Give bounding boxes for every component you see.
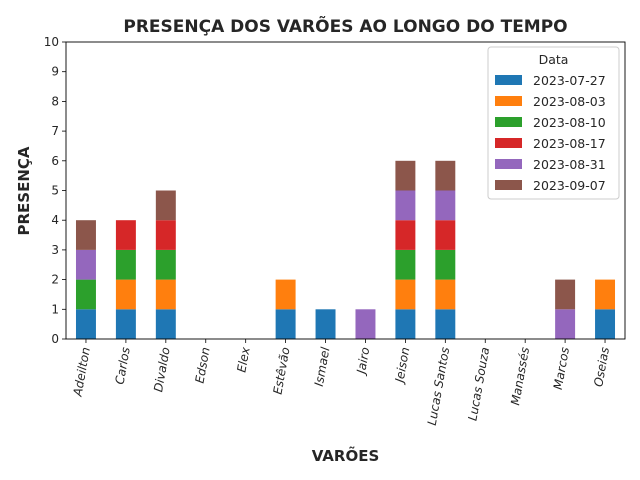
x-axis-label: VARÕES (312, 446, 380, 465)
bar-segment (435, 160, 456, 191)
bar-segment (75, 249, 96, 280)
y-axis: 0 1 2 3 4 5 6 7 8 9 10 (44, 35, 66, 346)
bar-segment (155, 279, 176, 310)
legend-title: Data (539, 52, 569, 67)
bar-segment (435, 220, 456, 250)
bar-segment (115, 309, 136, 339)
legend-entry-label: 2023-08-31 (533, 157, 606, 172)
legend-entry-label: 2023-09-07 (533, 178, 606, 193)
bar-segment (115, 249, 136, 280)
legend-swatch (495, 159, 522, 169)
x-tick-label: Manassés (508, 346, 532, 406)
y-tick-label: 10 (44, 35, 59, 49)
legend-entry-label: 2023-08-17 (533, 136, 606, 151)
y-tick-label: 4 (51, 213, 59, 227)
legend-swatch (495, 75, 522, 85)
x-tick-label: Jeison (392, 346, 412, 385)
bar-segment (395, 309, 416, 339)
legend-swatch (495, 117, 522, 127)
x-tick-label: Divaldo (151, 346, 173, 393)
bar-segment (435, 190, 456, 221)
bar-segment (275, 309, 296, 339)
bar-segment (435, 249, 456, 280)
bar-segment (75, 220, 96, 250)
bar-segment (155, 309, 176, 339)
bar-segment (75, 309, 96, 339)
y-tick-label: 9 (51, 65, 59, 79)
bar-segment (315, 309, 336, 339)
bar-segment (275, 279, 296, 310)
bar-segment (355, 309, 376, 339)
bar-segment (155, 220, 176, 250)
legend-entry-label: 2023-08-03 (533, 94, 606, 109)
x-tick-label: Estêvão (270, 346, 292, 395)
x-tick-label: Lucas Santos (425, 346, 453, 426)
y-tick-label: 7 (51, 124, 59, 138)
legend-entry-label: 2023-08-10 (533, 115, 606, 130)
bar-segment (155, 190, 176, 221)
bar-segment (435, 309, 456, 339)
x-tick-label: Ismael (312, 345, 333, 387)
bar-segment (155, 249, 176, 280)
x-tick-label: Carlos (113, 346, 133, 385)
y-tick-label: 5 (51, 184, 59, 198)
y-tick-label: 8 (51, 94, 59, 108)
bar-segment (75, 279, 96, 310)
bar-segment (395, 190, 416, 221)
bar-segment (395, 220, 416, 250)
bar-segment (395, 279, 416, 310)
bar-segment (595, 279, 616, 310)
bar-segment (555, 279, 576, 310)
bar-segment (395, 160, 416, 191)
legend-swatch (495, 96, 522, 106)
x-axis: Adeilton Carlos Divaldo Edson Elex Estêvão Ism… (70, 339, 612, 427)
chart-title: PRESENÇA DOS VARÕES AO LONGO DO TEMPO (123, 14, 567, 37)
legend-swatch (495, 180, 522, 190)
legend-entry-label: 2023-07-27 (533, 73, 606, 88)
x-tick-label: Edson (193, 346, 213, 384)
bar-segment (595, 309, 616, 339)
legend-swatch (495, 138, 522, 148)
x-tick-label: Adeilton (70, 346, 93, 398)
bar-segment (395, 249, 416, 280)
bar-segment (115, 220, 136, 250)
legend: Data 2023-07-27 2023-08-03 2023-08-10 2023-… (487, 46, 620, 200)
y-axis-label: PRESENÇA (15, 146, 33, 235)
y-tick-label: 2 (51, 273, 59, 287)
x-tick-label: Elex (234, 345, 252, 373)
bar-segment (115, 279, 136, 310)
x-tick-label: Jairo (354, 346, 373, 377)
x-tick-label: Lucas Souza (465, 346, 492, 422)
bar-segment (435, 279, 456, 310)
x-tick-label: Oseias (591, 346, 612, 388)
bars-group (75, 160, 616, 339)
y-tick-label: 0 (51, 332, 59, 346)
y-tick-label: 3 (51, 243, 59, 257)
bar-segment (555, 309, 576, 339)
y-tick-label: 6 (51, 154, 59, 168)
plot-frame (65, 41, 626, 340)
y-tick-label: 1 (51, 302, 59, 316)
x-tick-label: Marcos (551, 346, 572, 391)
